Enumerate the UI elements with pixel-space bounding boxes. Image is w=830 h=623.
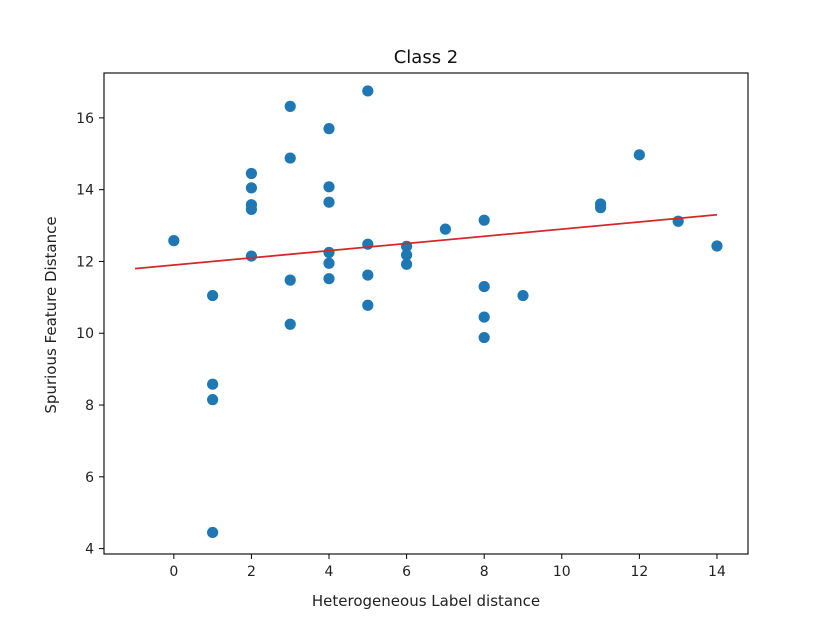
y-tick-label-12: 12 [76, 254, 94, 270]
data-point-20 [362, 85, 374, 97]
data-point-19 [323, 273, 335, 285]
axes-frame [103, 72, 749, 555]
x-tick-label-10: 10 [553, 564, 571, 580]
data-point-28 [478, 214, 490, 226]
data-point-32 [517, 289, 529, 302]
data-point-18 [323, 257, 335, 269]
y-tick-label-4: 4 [85, 542, 94, 558]
x-tick-label-2: 2 [247, 564, 256, 580]
x-axis-title: Heterogeneous Label distance [312, 592, 540, 610]
data-point-16 [323, 196, 335, 208]
trend-line [134, 213, 718, 270]
y-tick-label-14: 14 [76, 183, 94, 199]
data-point-5 [245, 167, 258, 180]
x-tick-label-8: 8 [480, 564, 489, 580]
data-point-14 [323, 123, 335, 135]
x-tick-label-4: 4 [325, 564, 334, 580]
data-point-1 [207, 289, 219, 302]
data-point-12 [284, 274, 296, 286]
x-tick-label-0: 0 [169, 564, 178, 580]
data-point-10 [284, 100, 296, 112]
data-point-15 [323, 181, 335, 193]
chart-title: Class 2 [394, 47, 459, 68]
data-point-25 [401, 249, 413, 261]
data-point-37 [711, 240, 723, 252]
y-tick-label-8: 8 [85, 398, 94, 414]
y-tick-label-16: 16 [76, 111, 94, 127]
data-point-11 [284, 152, 296, 164]
data-point-6 [245, 182, 258, 194]
y-axis-title: Spurious Feature Distance [42, 216, 60, 413]
x-tick-label-6: 6 [402, 564, 411, 580]
data-point-8 [245, 203, 258, 215]
data-point-31 [478, 331, 490, 344]
data-point-35 [633, 149, 645, 161]
y-tick-label-6: 6 [85, 470, 94, 486]
x-tick-label-12: 12 [630, 564, 648, 580]
data-point-4 [207, 526, 219, 539]
data-point-23 [362, 299, 374, 311]
data-point-29 [478, 280, 490, 293]
data-point-2 [207, 378, 219, 390]
data-point-3 [207, 394, 219, 406]
data-point-17 [323, 246, 335, 259]
data-point-22 [362, 269, 374, 281]
data-point-0 [168, 235, 180, 247]
data-point-26 [401, 258, 413, 270]
data-point-9 [245, 250, 258, 262]
y-tick-label-10: 10 [76, 326, 94, 342]
plot-area [134, 85, 723, 539]
data-point-34 [594, 202, 607, 214]
x-tick-label-14: 14 [708, 564, 726, 580]
data-point-27 [439, 223, 451, 235]
data-point-30 [478, 311, 490, 323]
axes: 0 2 4 6 8 10 12 14 4 6 8 10 12 14 16 [76, 72, 749, 580]
data-point-13 [284, 318, 296, 330]
